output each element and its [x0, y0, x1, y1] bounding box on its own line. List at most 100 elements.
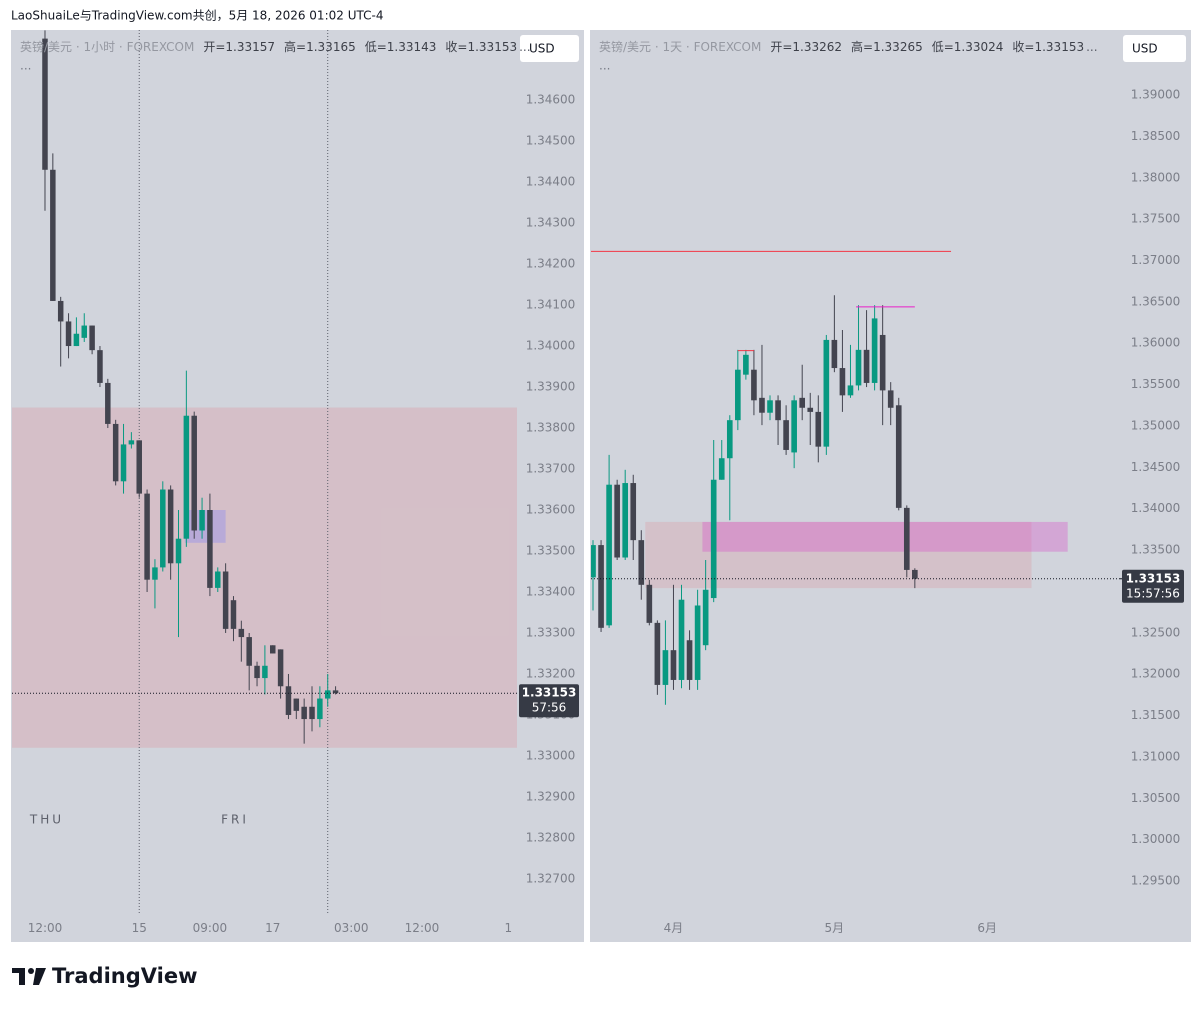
- candle-body: [735, 369, 741, 421]
- candle-body: [167, 489, 174, 564]
- legend-more: ...: [1086, 40, 1097, 54]
- panel-background: [11, 30, 584, 942]
- y-tick-label: 1.30500: [1131, 791, 1181, 805]
- y-tick-label: 1.38500: [1131, 129, 1181, 143]
- y-tick-label: 1.34600: [526, 93, 576, 107]
- header-text: LaoShuaiLe与TradingView.com共创，5月 18, 2026…: [11, 9, 383, 23]
- legend: 英镑/美元 · 1天 · FOREXCOM 开=1.33262 高=1.33265 低…: [599, 39, 1098, 54]
- y-tick-label: 1.36000: [1131, 336, 1181, 350]
- legend-ellipsis[interactable]: ...: [599, 59, 610, 73]
- y-tick-label: 1.37500: [1131, 212, 1181, 226]
- candle-body: [191, 415, 197, 531]
- y-tick-label: 1.34500: [1131, 460, 1181, 474]
- y-tick-label: 1.34000: [526, 339, 576, 353]
- y-tick-label: 1.33400: [526, 584, 576, 598]
- x-tick-label: 12:00: [405, 921, 440, 935]
- legend-value: 低=1.33143: [365, 40, 437, 54]
- candle-body: [871, 318, 878, 383]
- candle-body: [799, 397, 806, 408]
- y-tick-label: 1.33800: [526, 421, 576, 435]
- y-tick-label: 1.33900: [526, 380, 576, 394]
- candle-body: [293, 698, 300, 711]
- candle-body: [751, 369, 757, 401]
- candle-body: [50, 169, 56, 301]
- candle-body: [230, 600, 237, 629]
- candle-body: [324, 690, 331, 699]
- legend-title: 英镑/美元 · 1小时 · FOREXCOM: [20, 39, 194, 54]
- legend-title: 英镑/美元 · 1天 · FOREXCOM: [599, 39, 761, 54]
- candle-body: [646, 584, 653, 623]
- candle-body: [285, 686, 292, 715]
- zone: [12, 407, 517, 748]
- y-tick-label: 1.34100: [526, 298, 576, 312]
- y-tick-label: 1.34500: [526, 134, 576, 148]
- candle-body: [686, 640, 693, 680]
- currency-button[interactable]: [520, 35, 579, 62]
- x-tick-label: 12:00: [28, 921, 63, 935]
- y-tick-label: 1.32800: [526, 830, 576, 844]
- candle-body: [670, 650, 677, 680]
- candle-body: [863, 349, 870, 383]
- candle-body: [120, 444, 127, 482]
- currency-label: USD: [1132, 42, 1158, 56]
- candle-body: [97, 350, 103, 383]
- candle-body: [815, 411, 822, 447]
- legend-more: ...: [519, 40, 530, 54]
- x-tick-label: 4月: [664, 921, 684, 935]
- candle-body: [591, 545, 596, 578]
- legend-value: 收=1.33153: [445, 40, 517, 54]
- y-tick-label: 1.31000: [1131, 749, 1181, 763]
- candle-body: [622, 483, 629, 558]
- y-tick-label: 1.35000: [1131, 418, 1181, 432]
- plot-area: [591, 250, 1120, 705]
- currency-button[interactable]: [1123, 35, 1186, 62]
- x-tick-label: 6月: [977, 921, 997, 935]
- x-tick-label: 1: [505, 921, 513, 935]
- candle-body: [269, 645, 276, 654]
- countdown-label: 15:57:56: [1126, 586, 1180, 600]
- y-tick-label: 1.32000: [1131, 667, 1181, 681]
- candle-body: [903, 507, 910, 570]
- x-tick-label: 03:00: [334, 921, 369, 935]
- candle-body: [895, 405, 902, 508]
- candle-body: [694, 605, 701, 680]
- price-label-box: [519, 684, 579, 718]
- y-tick-label: 1.34000: [1131, 501, 1181, 515]
- price-label-box: [1122, 569, 1184, 603]
- candle-body: [89, 325, 95, 351]
- candle-body: [57, 300, 64, 322]
- y-tick-label: 1.35500: [1131, 377, 1181, 391]
- candle-body: [301, 706, 307, 720]
- y-tick-label: 1.38000: [1131, 170, 1181, 184]
- currency-label: USD: [529, 42, 555, 56]
- y-tick-label: 1.34400: [526, 175, 576, 189]
- zone: [184, 510, 226, 543]
- candle-body: [654, 622, 661, 685]
- y-tick-label: 1.32900: [526, 789, 576, 803]
- y-tick-label: 1.30000: [1131, 832, 1181, 846]
- legend-ellipsis[interactable]: ...: [20, 59, 31, 73]
- legend-value: 高=1.33265: [851, 39, 923, 54]
- candle-body: [638, 540, 645, 585]
- legend-value: 开=1.33157: [203, 40, 275, 54]
- y-tick-label: 1.36500: [1131, 294, 1181, 308]
- candle-body: [246, 637, 252, 666]
- plot-area: [12, 30, 517, 915]
- x-tick-label: 09:00: [193, 921, 228, 935]
- candle-body: [831, 339, 838, 369]
- candle-body: [160, 489, 166, 568]
- candle-body: [855, 349, 862, 386]
- candle-body: [823, 339, 830, 447]
- y-tick-label: 1.32500: [1131, 625, 1181, 639]
- candle-body: [912, 569, 918, 579]
- candle-body: [759, 397, 765, 413]
- candle-body: [598, 545, 604, 628]
- candle-body: [702, 589, 709, 646]
- y-tick-label: 1.37000: [1131, 253, 1181, 267]
- candle-body: [847, 385, 854, 396]
- candle-body: [207, 510, 213, 588]
- candle-body: [767, 400, 773, 413]
- panel-background: [590, 30, 1191, 942]
- legend-value: 低=1.33024: [932, 40, 1004, 54]
- candle-body: [112, 423, 119, 482]
